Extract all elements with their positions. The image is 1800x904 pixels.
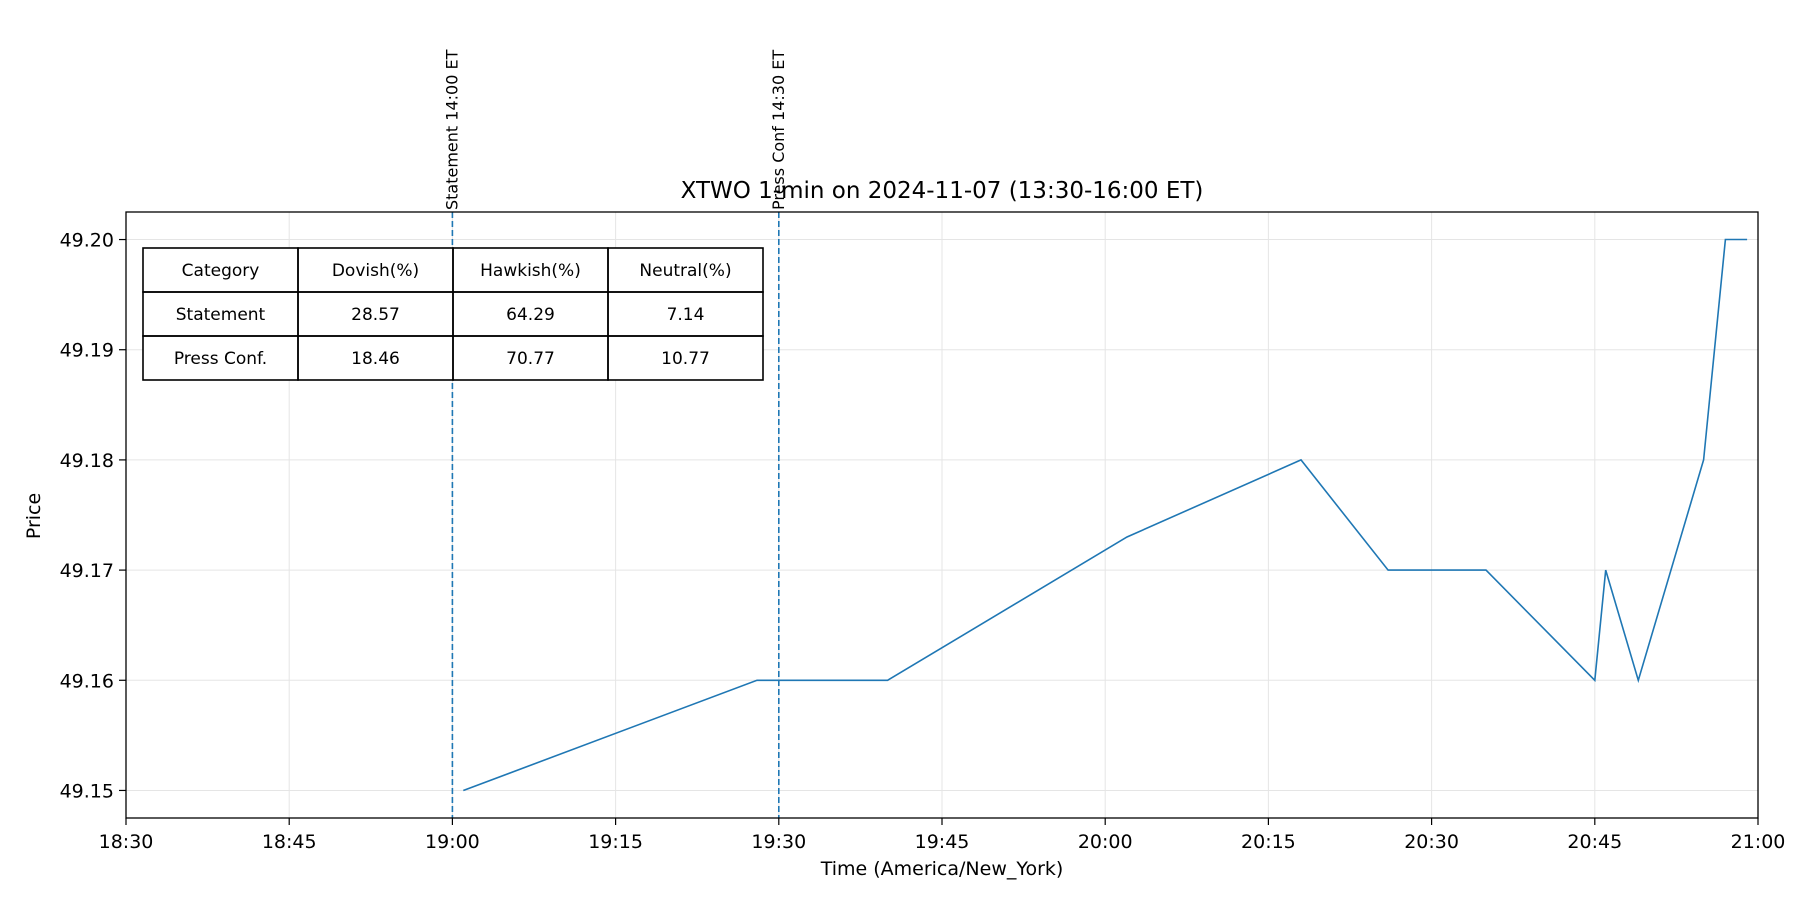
table-value-cell: Press Conf. bbox=[174, 349, 267, 369]
table-header-cell: Dovish(%) bbox=[332, 261, 419, 281]
table-value-cell: 70.77 bbox=[506, 349, 555, 369]
x-tick-label: 19:15 bbox=[588, 831, 643, 853]
y-tick-label: 49.16 bbox=[60, 670, 114, 692]
y-tick-label: 49.19 bbox=[60, 340, 114, 362]
x-tick-label: 19:45 bbox=[915, 831, 970, 853]
x-tick-label: 20:15 bbox=[1241, 831, 1296, 853]
table-value-cell: 7.14 bbox=[667, 305, 705, 325]
table-value-cell: 28.57 bbox=[351, 305, 400, 325]
x-tick-label: 20:00 bbox=[1078, 831, 1133, 853]
event-vline-label: Statement 14:00 ET bbox=[442, 49, 461, 210]
sentiment-table: Category Dovish(%) Hawkish(%) Neutral(%) Sta… bbox=[142, 247, 764, 381]
y-tick-label: 49.20 bbox=[60, 230, 114, 252]
y-axis-label: Price bbox=[23, 493, 45, 539]
table-value-cell: 18.46 bbox=[351, 349, 400, 369]
event-vline-label: Press Conf 14:30 ET bbox=[769, 50, 788, 210]
x-tick-label: 19:00 bbox=[425, 831, 480, 853]
chart-title: XTWO 1-min on 2024-11-07 (13:30-16:00 ET… bbox=[681, 178, 1204, 204]
price-line bbox=[463, 238, 1748, 792]
x-tick-label: 19:30 bbox=[751, 831, 806, 853]
table-header-cell: Neutral(%) bbox=[639, 261, 731, 281]
y-tick-label: 49.18 bbox=[60, 450, 114, 472]
x-tick-label: 20:30 bbox=[1404, 831, 1459, 853]
table-header-cell: Hawkish(%) bbox=[480, 261, 581, 281]
axis-ticks: 18:30 18:45 19:00 19:15 19:30 19:45 20:00 20:15… bbox=[60, 230, 1786, 853]
table-header-cell: Category bbox=[182, 261, 260, 281]
x-tick-label: 18:30 bbox=[99, 831, 154, 853]
table-cell bbox=[607, 335, 764, 381]
table-value-cell: 10.77 bbox=[661, 349, 710, 369]
y-tick-label: 49.15 bbox=[60, 780, 114, 802]
table-value-cell: Statement bbox=[176, 305, 266, 325]
x-tick-label: 18:45 bbox=[262, 831, 317, 853]
x-axis-label: Time (America/New_York) bbox=[820, 858, 1064, 880]
plot-area bbox=[463, 238, 1748, 792]
y-tick-label: 49.17 bbox=[60, 560, 114, 582]
x-tick-label: 21:00 bbox=[1731, 831, 1786, 853]
table-value-cell: 64.29 bbox=[506, 305, 555, 325]
x-tick-label: 20:45 bbox=[1567, 831, 1622, 853]
